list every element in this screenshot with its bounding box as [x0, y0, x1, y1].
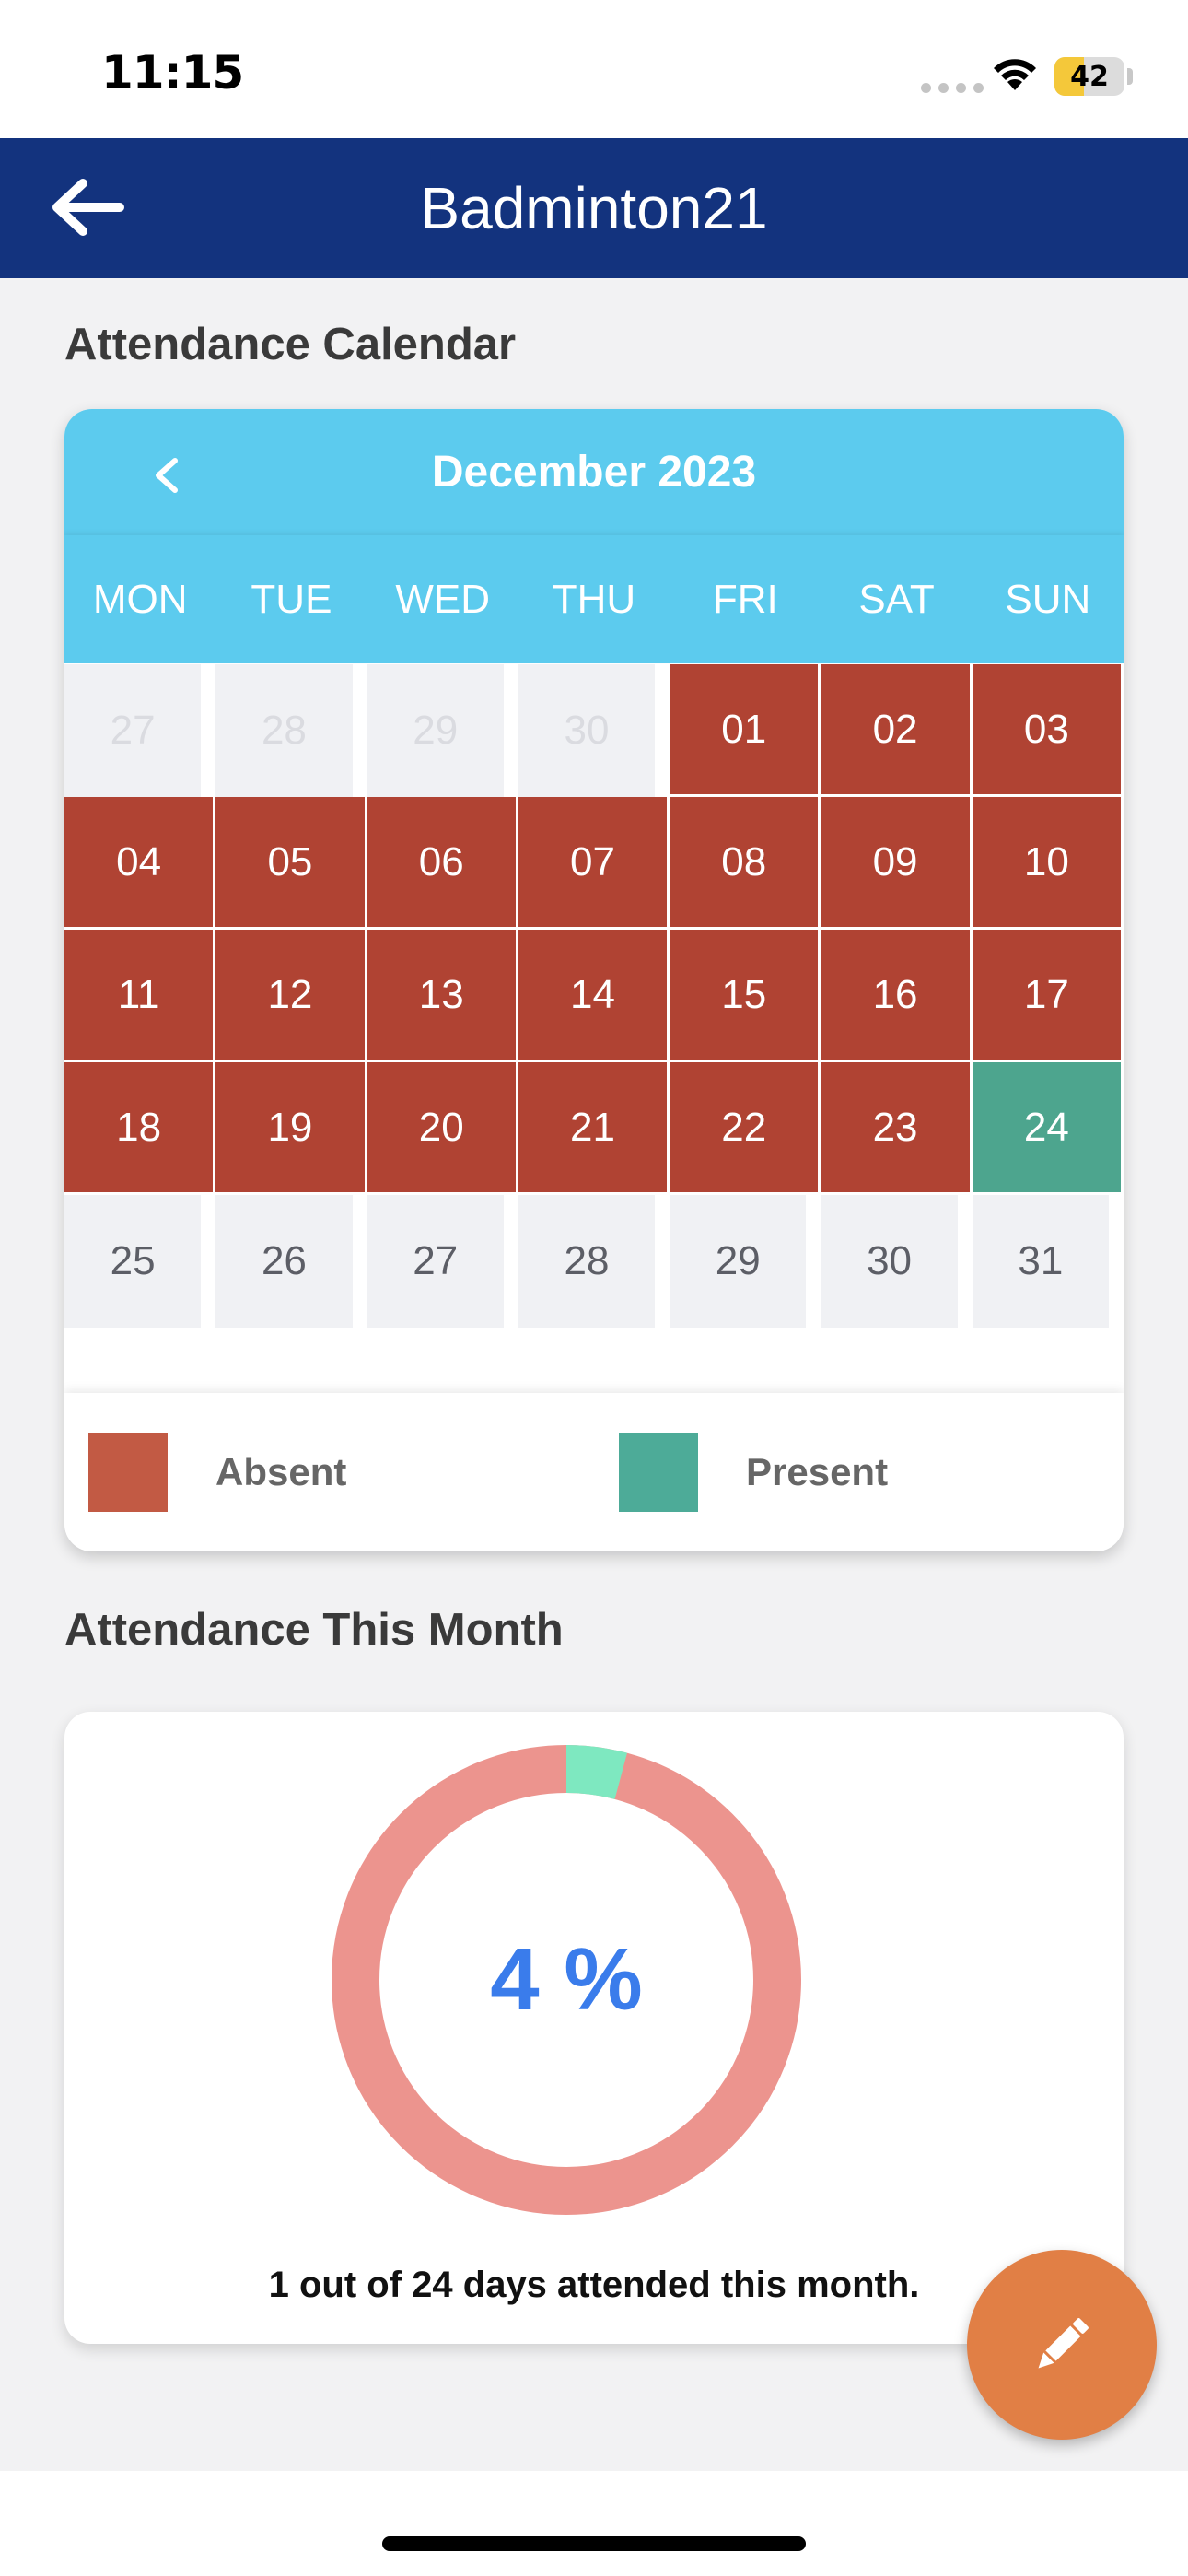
calendar-day-future[interactable]: 29: [670, 1195, 821, 1328]
cellular-signal-icon: [921, 83, 984, 93]
calendar-header: December 2023: [64, 409, 1124, 535]
legend-label-present: Present: [746, 1450, 889, 1493]
calendar-legend: Absent Present: [64, 1393, 1124, 1551]
bottom-safe-area: [0, 2471, 1188, 2576]
attendance-calendar: December 2023 MON TUE WED THU FRI SAT SUN 27 28…: [64, 409, 1124, 1551]
calendar-day-absent[interactable]: 16: [821, 930, 973, 1062]
weekday-mon: MON: [92, 576, 188, 622]
calendar-day-absent[interactable]: 09: [821, 797, 973, 930]
calendar-day-absent[interactable]: 15: [670, 930, 821, 1062]
status-time: 11:15: [101, 46, 244, 100]
calendar-day-absent[interactable]: 03: [972, 664, 1124, 797]
calendar-day-muted: 27: [64, 664, 216, 797]
month-section-title: Attendance This Month: [64, 1605, 564, 1655]
edit-fab-button[interactable]: [967, 2250, 1157, 2440]
calendar-month-label: December 2023: [431, 448, 757, 497]
calendar-day-absent[interactable]: 08: [670, 797, 821, 930]
calendar-day-muted: 28: [215, 664, 367, 797]
calendar-day-absent[interactable]: 20: [367, 1062, 518, 1195]
battery-cap: [1127, 68, 1133, 85]
calendar-day-future[interactable]: 31: [972, 1195, 1124, 1328]
status-bar: 11:15 42: [0, 0, 1188, 138]
battery-icon: 42: [1054, 57, 1124, 96]
weekday-row: MON TUE WED THU FRI SAT SUN: [64, 535, 1124, 663]
app-header: Badminton21: [0, 138, 1188, 278]
calendar-day-absent[interactable]: 14: [518, 930, 670, 1062]
calendar-day-absent[interactable]: 12: [215, 930, 367, 1062]
calendar-day-absent[interactable]: 11: [64, 930, 216, 1062]
arrow-left-icon: [52, 179, 124, 236]
weekday-wed: WED: [395, 576, 491, 622]
calendar-day-absent[interactable]: 10: [972, 797, 1124, 930]
attendance-summary-card: 4 % 1 out of 24 days attended this month…: [64, 1712, 1124, 2344]
calendar-day-absent[interactable]: 23: [821, 1062, 973, 1195]
legend-swatch-absent: [88, 1433, 168, 1512]
legend-label-absent: Absent: [215, 1450, 347, 1493]
calendar-day-absent[interactable]: 02: [821, 664, 973, 797]
calendar-day-absent[interactable]: 17: [972, 930, 1124, 1062]
legend-item-present: Present: [619, 1393, 888, 1551]
calendar-day-present[interactable]: 24: [972, 1062, 1124, 1195]
legend-swatch-present: [619, 1433, 698, 1512]
calendar-day-absent[interactable]: 06: [367, 797, 518, 930]
attendance-percent: 4 %: [490, 1930, 643, 2029]
calendar-day-absent[interactable]: 22: [670, 1062, 821, 1195]
legend-item-absent: Absent: [88, 1393, 346, 1551]
battery-level: 42: [1070, 60, 1109, 93]
home-indicator[interactable]: [382, 2536, 806, 2551]
calendar-day-absent[interactable]: 21: [518, 1062, 670, 1195]
weekday-sat: SAT: [858, 576, 935, 622]
weekday-sun: SUN: [1005, 576, 1091, 622]
calendar-day-muted: 30: [518, 664, 670, 797]
calendar-day-muted: 29: [367, 664, 518, 797]
calendar-day-absent[interactable]: 19: [215, 1062, 367, 1195]
calendar-day-future[interactable]: 27: [367, 1195, 518, 1328]
page-title: Badminton21: [420, 175, 768, 241]
donut-attended-arc: [332, 1745, 801, 2215]
calendar-day-absent[interactable]: 01: [670, 664, 821, 797]
calendar-day-future[interactable]: 28: [518, 1195, 670, 1328]
calendar-day-future[interactable]: 26: [215, 1195, 367, 1328]
weekday-thu: THU: [552, 576, 636, 622]
calendar-section-title: Attendance Calendar: [64, 320, 517, 369]
previous-month-button[interactable]: [120, 429, 212, 521]
wifi-icon: [994, 59, 1036, 90]
attendance-summary-text: 1 out of 24 days attended this month.: [268, 2265, 920, 2305]
calendar-day-absent[interactable]: 18: [64, 1062, 216, 1195]
weekday-tue: TUE: [250, 576, 332, 622]
chevron-left-icon: [156, 458, 178, 493]
calendar-day-absent[interactable]: 07: [518, 797, 670, 930]
calendar-day-future[interactable]: 25: [64, 1195, 216, 1328]
attendance-donut-chart: [332, 1745, 801, 2215]
calendar-day-absent[interactable]: 05: [215, 797, 367, 930]
weekday-fri: FRI: [712, 576, 778, 622]
pencil-icon: [1038, 2318, 1089, 2369]
calendar-day-absent[interactable]: 13: [367, 930, 518, 1062]
calendar-day-future[interactable]: 30: [821, 1195, 973, 1328]
calendar-day-absent[interactable]: 04: [64, 797, 216, 930]
calendar-grid: 27 28 29 30 01 02 03 04 05 06 07 08 09 10 11 12 13 14 15 16…: [64, 664, 1124, 1328]
back-button[interactable]: [37, 166, 138, 249]
